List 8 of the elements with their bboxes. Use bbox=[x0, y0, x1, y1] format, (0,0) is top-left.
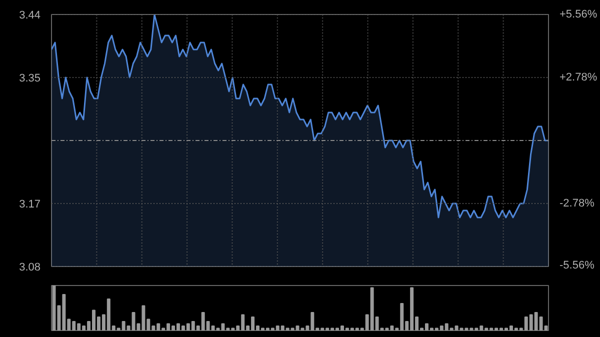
y2-tick-label: +5.56% bbox=[560, 8, 598, 20]
y-tick-label: 3.35 bbox=[19, 72, 41, 84]
y2-tick-label: -2.78% bbox=[560, 198, 595, 210]
y2-tick-label: +2.78% bbox=[560, 72, 598, 84]
y-tick-label: 3.44 bbox=[19, 10, 41, 22]
y-tick-label: 3.17 bbox=[19, 198, 41, 210]
y-tick-label: 3.08 bbox=[19, 262, 41, 274]
y2-tick-label: -5.56% bbox=[560, 260, 595, 272]
